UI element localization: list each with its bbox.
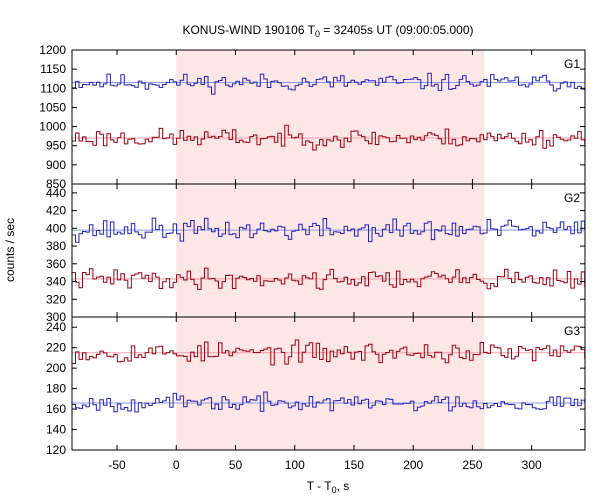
y-tick-label-panel-3: 240: [46, 320, 66, 334]
y-tick-label-panel-1: 1100: [40, 81, 66, 95]
lightcurve-panel-2-series-1: [72, 217, 586, 243]
shaded-interval-panel-3: [176, 317, 485, 450]
x-tick-label: 200: [403, 458, 423, 472]
y-tick-label-panel-1: 1150: [40, 62, 66, 76]
lightcurve-panel-1-series-1: [72, 72, 586, 95]
y-tick-label-panel-1: 1050: [39, 100, 66, 114]
x-tick-label: 150: [344, 458, 364, 472]
y-tick-label-panel-3: 220: [46, 341, 66, 355]
panel-label-2: G2: [564, 191, 580, 205]
y-tick-label-panel-2: 340: [46, 275, 66, 289]
y-tick-label-panel-3: 180: [46, 382, 66, 396]
y-tick-label-panel-1: 900: [46, 158, 66, 172]
y-tick-label-panel-3: 120: [46, 443, 66, 457]
y-tick-label-panel-1: 950: [46, 139, 66, 153]
y-tick-label-panel-2: 360: [46, 257, 66, 271]
series-layer: [72, 72, 586, 413]
y-tick-label-panel-2: 320: [46, 292, 66, 306]
chart-title: KONUS-WIND 190106 T0 = 32405s UT (09:00:…: [182, 23, 473, 39]
x-tick-label: 250: [462, 458, 482, 472]
panel-label-1: G1: [564, 57, 580, 71]
x-tick-label: 50: [229, 458, 243, 472]
x-axis-label: T - T0, s: [307, 479, 350, 495]
y-tick-label-panel-3: 200: [46, 361, 66, 375]
axes-layer: 85090095010001050110011501200G1300320340…: [39, 43, 586, 472]
x-tick-label: -50: [108, 458, 126, 472]
y-tick-label-panel-1: 850: [46, 177, 66, 191]
shaded-interval-panel-1: [176, 50, 485, 184]
y-tick-label-panel-2: 400: [46, 221, 66, 235]
y-tick-label-panel-1: 1200: [39, 43, 66, 57]
lightcurve-panel-3-series-1: [72, 339, 586, 366]
lightcurve-panel-3-series-2: [72, 391, 586, 413]
shaded-interval-layer: [176, 50, 485, 450]
x-tick-label: 300: [522, 458, 542, 472]
y-tick-label-panel-3: 140: [46, 423, 66, 437]
y-tick-label-panel-1: 1000: [39, 120, 66, 134]
x-tick-label: 0: [173, 458, 180, 472]
x-tick-label: 100: [285, 458, 305, 472]
y-tick-label-panel-2: 300: [46, 310, 66, 324]
y-tick-label-panel-2: 440: [46, 186, 66, 200]
y-tick-label-panel-2: 420: [46, 204, 66, 218]
panel-frame-3: [71, 316, 586, 451]
lightcurve-panel-2-series-2: [72, 267, 586, 290]
panel-label-3: G3: [564, 324, 580, 338]
y-tick-label-panel-3: 160: [46, 402, 66, 416]
y-axis-label: counts / sec: [3, 218, 17, 282]
lightcurve-panel-1-series-2: [72, 124, 586, 151]
y-tick-label-panel-2: 380: [46, 239, 66, 253]
shaded-interval-panel-2: [176, 184, 485, 317]
